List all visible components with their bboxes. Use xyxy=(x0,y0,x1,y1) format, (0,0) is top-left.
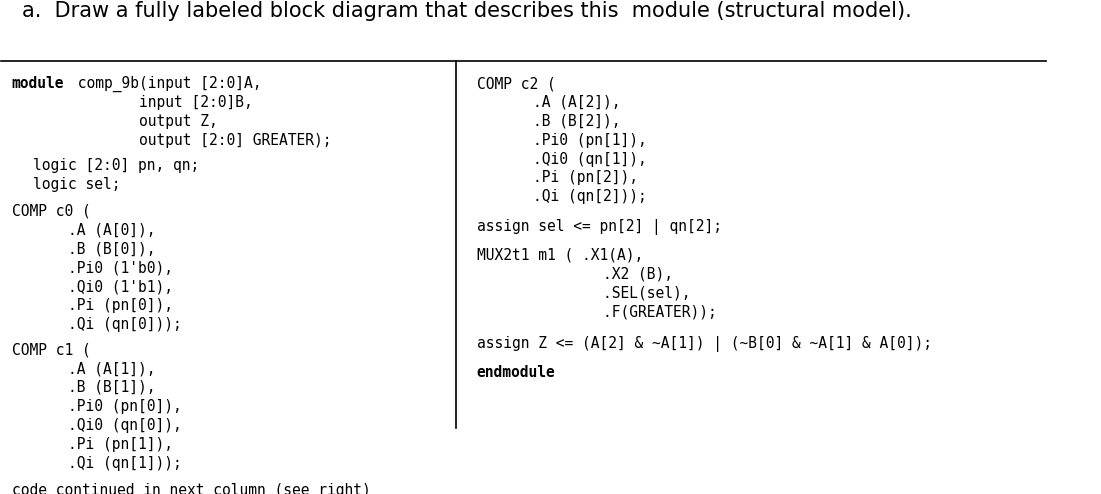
Text: .A (A[2]),: .A (A[2]), xyxy=(498,95,620,110)
Text: .Qi (qn[0]));: .Qi (qn[0])); xyxy=(33,317,182,332)
Text: .Qi0 (qn[1]),: .Qi0 (qn[1]), xyxy=(498,152,646,166)
Text: assign sel <= pn[2] | qn[2];: assign sel <= pn[2] | qn[2]; xyxy=(477,218,722,235)
Text: .F(GREATER));: .F(GREATER)); xyxy=(498,304,717,320)
Text: .A (A[0]),: .A (A[0]), xyxy=(33,223,155,238)
Text: .Qi (qn[1]));: .Qi (qn[1])); xyxy=(33,456,182,471)
Text: .Qi (qn[2]));: .Qi (qn[2])); xyxy=(498,189,646,204)
Text: .Pi (pn[2]),: .Pi (pn[2]), xyxy=(498,170,637,185)
Text: code continued in next column (see right): code continued in next column (see right… xyxy=(12,483,371,494)
Text: logic sel;: logic sel; xyxy=(33,177,120,192)
Text: .X2 (B),: .X2 (B), xyxy=(498,267,673,282)
Text: .Qi0 (qn[0]),: .Qi0 (qn[0]), xyxy=(33,418,182,433)
Text: .A (A[1]),: .A (A[1]), xyxy=(33,361,155,376)
Text: COMP c1 (: COMP c1 ( xyxy=(12,342,90,357)
Text: a.  Draw a fully labeled block diagram that describes this  module (structural m: a. Draw a fully labeled block diagram th… xyxy=(22,0,912,21)
Text: output Z,: output Z, xyxy=(69,114,218,129)
Text: assign Z <= (A[2] & ~A[1]) | (~B[0] & ~A[1] & A[0]);: assign Z <= (A[2] & ~A[1]) | (~B[0] & ~A… xyxy=(477,336,931,352)
Text: .Pi (pn[0]),: .Pi (pn[0]), xyxy=(33,298,173,313)
Text: .Qi0 (1'b1),: .Qi0 (1'b1), xyxy=(33,280,173,294)
Text: input [2:0]B,: input [2:0]B, xyxy=(69,95,253,110)
Text: .B (B[2]),: .B (B[2]), xyxy=(498,114,620,129)
Text: comp_9b(input [2:0]A,: comp_9b(input [2:0]A, xyxy=(69,76,262,92)
Text: .Pi (pn[1]),: .Pi (pn[1]), xyxy=(33,437,173,453)
Text: .Pi0 (pn[0]),: .Pi0 (pn[0]), xyxy=(33,399,182,414)
Text: COMP c0 (: COMP c0 ( xyxy=(12,204,90,219)
Text: output [2:0] GREATER);: output [2:0] GREATER); xyxy=(69,133,331,148)
Text: module: module xyxy=(12,76,64,91)
Text: COMP c2 (: COMP c2 ( xyxy=(477,76,556,91)
Text: .SEL(sel),: .SEL(sel), xyxy=(498,286,690,301)
Text: logic [2:0] pn, qn;: logic [2:0] pn, qn; xyxy=(33,158,199,173)
Text: MUX2t1 m1 ( .X1(A),: MUX2t1 m1 ( .X1(A), xyxy=(477,248,643,263)
Text: .B (B[1]),: .B (B[1]), xyxy=(33,380,155,395)
Text: .Pi0 (pn[1]),: .Pi0 (pn[1]), xyxy=(498,133,646,148)
Text: .Pi0 (1'b0),: .Pi0 (1'b0), xyxy=(33,260,173,276)
Text: endmodule: endmodule xyxy=(477,365,556,380)
Text: .B (B[0]),: .B (B[0]), xyxy=(33,242,155,257)
